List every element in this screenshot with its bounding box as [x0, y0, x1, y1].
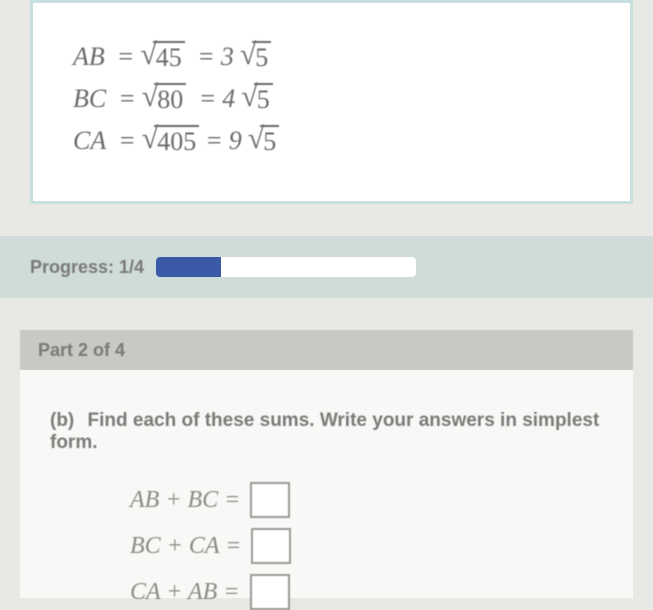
equals-sign: =: [118, 126, 136, 156]
sqrt-expr: √ 405: [142, 125, 199, 157]
radical-icon: √: [140, 40, 156, 70]
equals-sign: =: [191, 42, 215, 72]
answer-expression: AB + BC =: [130, 487, 240, 514]
segment-label: AB: [73, 42, 105, 72]
radical-icon: √: [240, 40, 256, 70]
radicand: 405: [154, 125, 199, 157]
question-label: (b): [50, 410, 74, 431]
part-header: Part 2 of 4: [20, 330, 633, 370]
segment-label: CA: [73, 126, 106, 156]
answer-row: BC + CA =: [130, 528, 603, 564]
answer-rows: AB + BC = BC + CA = CA + AB =: [50, 482, 603, 610]
equals-sign: =: [192, 84, 216, 114]
radical-icon: √: [142, 124, 158, 154]
equals-sign: =: [205, 126, 223, 156]
radical-icon: √: [241, 82, 257, 112]
answer-row: CA + AB =: [130, 574, 603, 610]
progress-label: Progress: 1/4: [30, 257, 144, 278]
answer-input[interactable]: [251, 528, 291, 564]
coefficient: 3: [221, 42, 234, 72]
radicand: 45: [153, 41, 185, 73]
equals-sign: =: [117, 42, 135, 72]
equation-row: AB = √ 45 = 3 √ 5: [73, 41, 590, 73]
answer-expression: CA + AB =: [130, 579, 240, 606]
segment-label: BC: [73, 84, 106, 114]
equation-row: CA = √ 405 = 9 √ 5: [73, 125, 590, 157]
coefficient: 4: [222, 84, 235, 114]
sqrt-expr: √ 5: [240, 41, 271, 73]
answer-card: AB = √ 45 = 3 √ 5 BC = √ 80 = 4 √ 5 CA =…: [30, 0, 633, 204]
progress-fill: [156, 257, 221, 277]
sqrt-expr: √ 45: [140, 41, 184, 73]
coefficient: 9: [229, 126, 242, 156]
radical-icon: √: [142, 82, 158, 112]
question-text: (b) Find each of these sums. Write your …: [50, 410, 603, 454]
progress-area: Progress: 1/4: [0, 236, 653, 298]
sqrt-expr: √ 5: [248, 125, 279, 157]
answer-expression: BC + CA =: [130, 533, 241, 560]
equals-sign: =: [118, 84, 136, 114]
progress-track: [156, 257, 416, 277]
question-body: Find each of these sums. Write your answ…: [50, 410, 599, 453]
equation-row: BC = √ 80 = 4 √ 5: [73, 83, 590, 115]
question-card: (b) Find each of these sums. Write your …: [20, 370, 633, 598]
part-header-text: Part 2 of 4: [38, 340, 125, 361]
answer-row: AB + BC =: [130, 482, 603, 518]
radicand: 80: [154, 83, 186, 115]
answer-input[interactable]: [250, 482, 290, 518]
sqrt-expr: √ 5: [241, 83, 272, 115]
sqrt-expr: √ 80: [142, 83, 186, 115]
radical-icon: √: [248, 124, 264, 154]
answer-input[interactable]: [250, 574, 290, 610]
